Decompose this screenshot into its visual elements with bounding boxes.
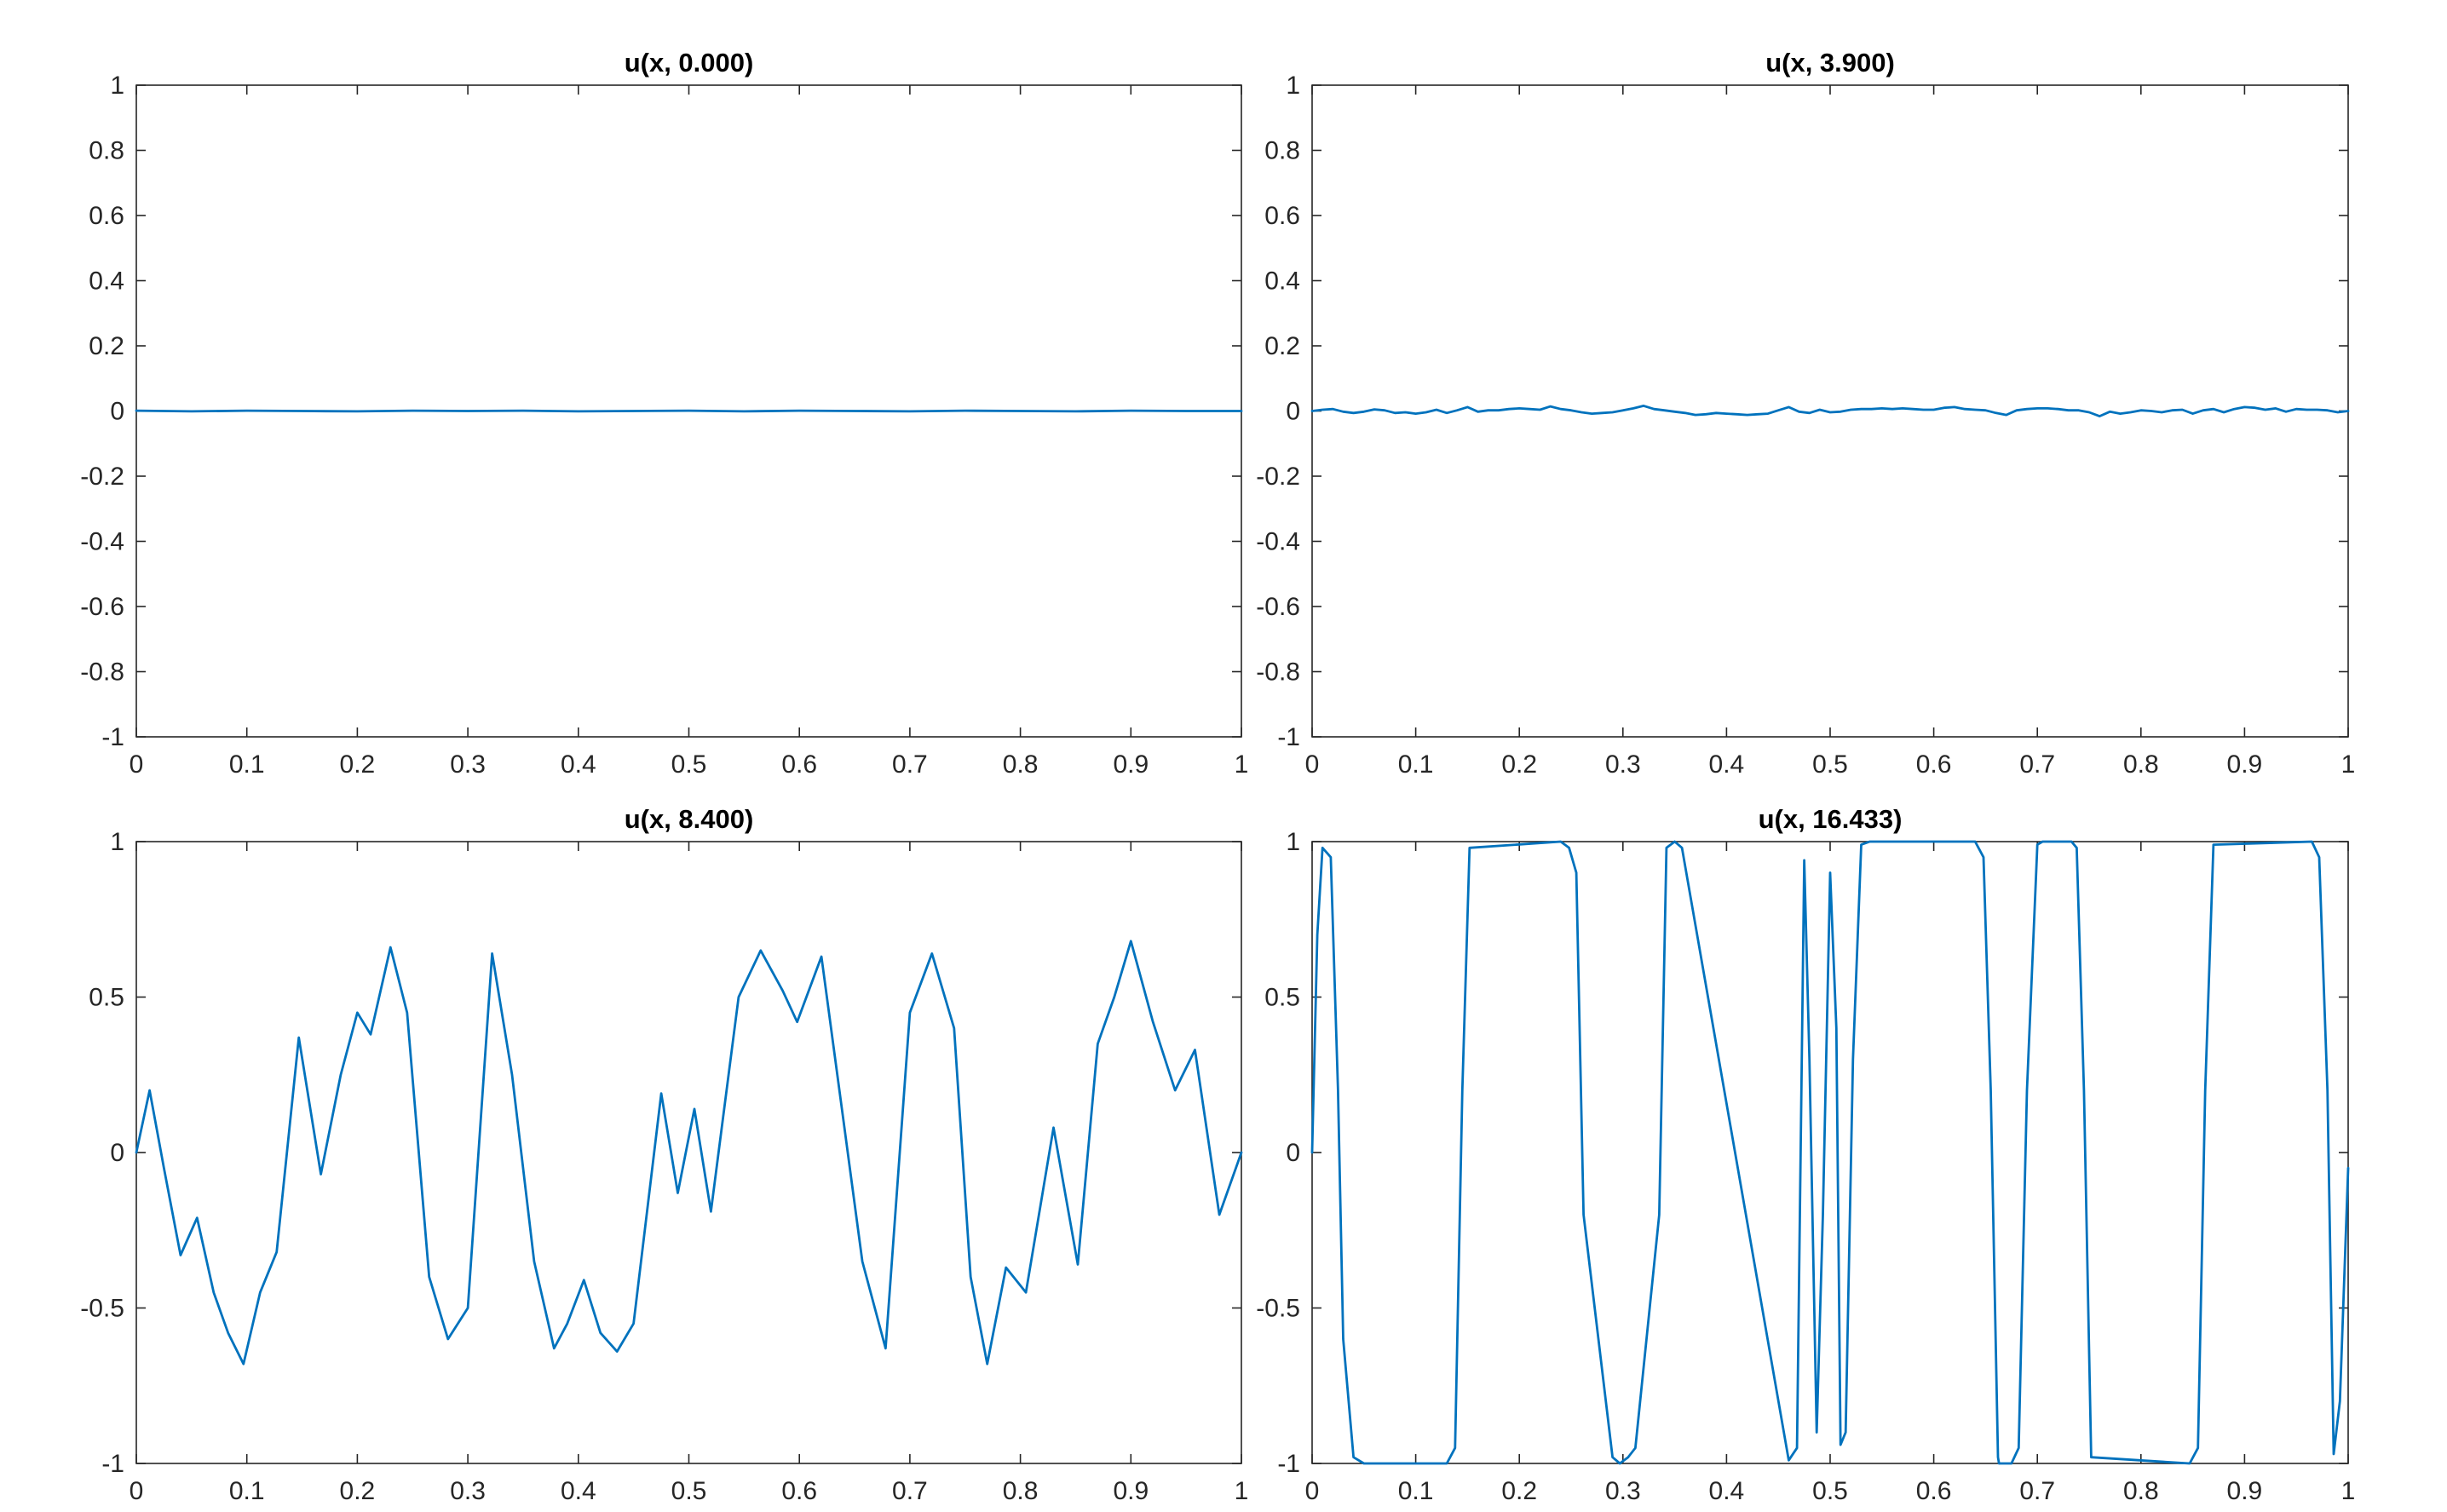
x-tick-label: 0.8 [1003, 750, 1039, 779]
x-tick-label: 0.2 [1501, 750, 1537, 779]
y-tick-label: 0.5 [1264, 984, 1300, 1012]
x-tick-label: 0.6 [1916, 1477, 1952, 1505]
x-tick-label: 0.7 [892, 750, 928, 779]
y-tick-label: 0.2 [89, 332, 124, 360]
series-line [1310, 404, 2350, 418]
x-tick-label: 0.3 [450, 750, 486, 779]
y-tick-label: 0 [1286, 1139, 1300, 1167]
x-tick-label: 0.4 [1709, 750, 1745, 779]
x-tick-label: 0.9 [2227, 1477, 2263, 1505]
x-tick-label: 0.1 [229, 1477, 265, 1505]
x-tick-label: 0.8 [2123, 750, 2159, 779]
x-tick-label: 0.8 [1003, 1477, 1039, 1505]
y-tick-label: -0.6 [80, 593, 124, 621]
axes-box [1311, 84, 2349, 738]
x-tick-label: 1 [1235, 1477, 1249, 1505]
y-tick-label: 0.6 [89, 202, 124, 230]
axes-box [135, 841, 1242, 1464]
series-line [1310, 840, 2350, 1465]
x-tick-label: 0 [130, 750, 144, 779]
x-tick-label: 0.2 [1501, 1477, 1537, 1505]
x-tick-label: 1 [1235, 750, 1249, 779]
subplot-bottom-left: u(x, 8.400) 0 0.1 0.2 0.3 0.4 0.5 0.6 0.7 0.8 0.9… [80, 804, 1248, 1505]
y-tick-label: -0.5 [1256, 1295, 1300, 1323]
y-tick-label: 0.8 [89, 137, 124, 165]
x-tick-label: 0.1 [229, 750, 265, 779]
y-tick-label: 0.5 [89, 984, 124, 1012]
series-line [135, 940, 1243, 1365]
y-tick-label: -0.6 [1256, 593, 1300, 621]
x-tick-label: 0.9 [1113, 1477, 1149, 1505]
y-tick-label: 1 [110, 828, 124, 856]
subplot-title: u(x, 3.900) [1765, 48, 1895, 78]
y-tick-label: 0.6 [1264, 202, 1300, 230]
x-tick-label: 0.2 [340, 750, 376, 779]
x-tick-label: 0.9 [1113, 750, 1149, 779]
x-tick-label: 0 [1305, 750, 1320, 779]
y-tick-label: 1 [1286, 828, 1300, 856]
y-tick-label: -1 [101, 1450, 124, 1478]
x-tick-label: 0.1 [1398, 750, 1434, 779]
y-tick-label: 1 [110, 72, 124, 100]
x-tick-label: 0.6 [1916, 750, 1952, 779]
y-tick-label: -0.8 [1256, 658, 1300, 687]
y-tick-label: -0.5 [80, 1295, 124, 1323]
subplot-title: u(x, 8.400) [625, 804, 754, 834]
x-tick-label: 0.7 [2019, 750, 2055, 779]
x-tick-label: 0.5 [1812, 1477, 1848, 1505]
y-tick-label: 0.4 [89, 267, 124, 296]
y-tick-label: 0.4 [1264, 267, 1300, 296]
subplot-top-left: u(x, 0.000) 0 0.1 0.2 0.3 0.4 0.5 0.6 0.7 0.8 0.9… [80, 48, 1248, 779]
x-tick-label: 0.3 [450, 1477, 486, 1505]
x-tick-label: 0.4 [561, 750, 596, 779]
x-tick-label: 0.9 [2227, 750, 2263, 779]
y-tick-label: -0.4 [1256, 528, 1300, 556]
x-tick-label: 0.6 [781, 750, 817, 779]
y-tick-label: -1 [101, 723, 124, 751]
x-tick-label: 1 [2341, 1477, 2356, 1505]
x-tick-label: 0 [130, 1477, 144, 1505]
y-tick-label: -1 [1277, 723, 1300, 751]
x-tick-label: 0.2 [340, 1477, 376, 1505]
y-tick-label: -0.2 [80, 463, 124, 491]
x-tick-label: 0.3 [1605, 750, 1641, 779]
x-tick-label: 0.6 [781, 1477, 817, 1505]
x-tick-label: 0.5 [1812, 750, 1848, 779]
y-tick-label: 0.8 [1264, 137, 1300, 165]
y-tick-label: -0.2 [1256, 463, 1300, 491]
y-tick-label: 1 [1286, 72, 1300, 100]
x-tick-label: 0.3 [1605, 1477, 1641, 1505]
x-tick-label: 0 [1305, 1477, 1320, 1505]
x-tick-label: 0.7 [2019, 1477, 2055, 1505]
y-tick-label: 0.2 [1264, 332, 1300, 360]
subplot-title: u(x, 0.000) [625, 48, 754, 78]
y-tick-label: -0.4 [80, 528, 124, 556]
x-tick-label: 0.5 [671, 750, 707, 779]
subplot-bottom-right: u(x, 16.433) 0 0.1 0.2 0.3 0.4 0.5 0.6 0.7 0.8 0.… [1256, 804, 2355, 1505]
x-tick-label: 0.4 [561, 1477, 596, 1505]
y-tick-label: -1 [1277, 1450, 1300, 1478]
x-tick-label: 0.7 [892, 1477, 928, 1505]
y-tick-label: 0 [110, 398, 124, 426]
x-tick-label: 0.1 [1398, 1477, 1434, 1505]
subplot-top-right: u(x, 3.900) 0 0.1 0.2 0.3 0.4 0.5 0.6 0.7 0.8 0.9… [1256, 48, 2355, 779]
x-tick-label: 0.4 [1709, 1477, 1745, 1505]
y-tick-label: -0.8 [80, 658, 124, 687]
y-tick-label: 0 [1286, 398, 1300, 426]
x-tick-label: 0.8 [2123, 1477, 2159, 1505]
y-tick-label: 0 [110, 1139, 124, 1167]
x-tick-label: 0.5 [671, 1477, 707, 1505]
x-tick-label: 1 [2341, 750, 2356, 779]
subplot-title: u(x, 16.433) [1759, 804, 1903, 834]
